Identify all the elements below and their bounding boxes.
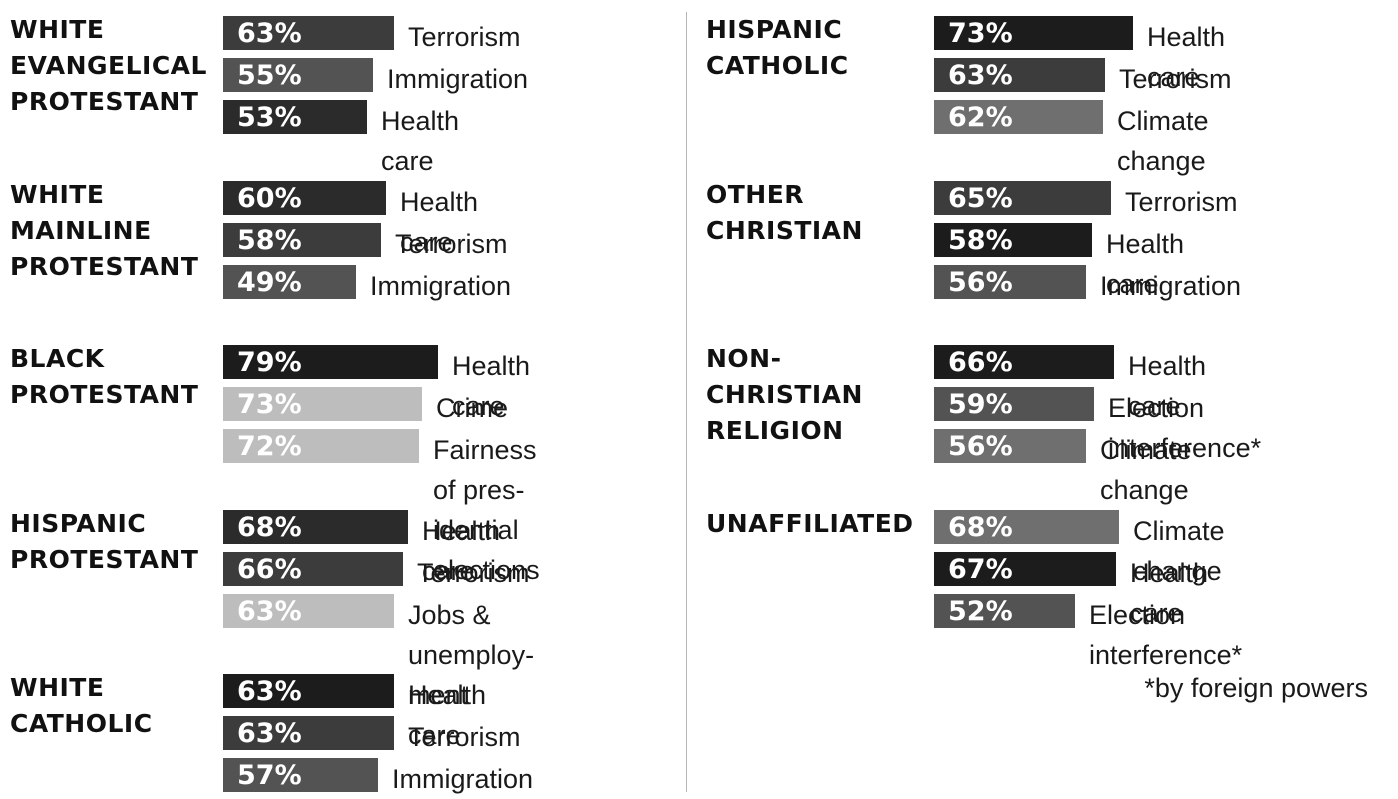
bar-category-label: Health care bbox=[1130, 558, 1209, 628]
bar-value-label: 63% bbox=[948, 59, 1013, 91]
bar: 63% bbox=[223, 594, 394, 628]
bar-category-label: Health care bbox=[381, 106, 460, 176]
bar-category-label: Immigration bbox=[392, 764, 534, 794]
bar: 63% bbox=[223, 716, 394, 750]
bar-value-label: 49% bbox=[237, 266, 302, 298]
group-label: WHITE MAINLINE PROTESTANT bbox=[10, 180, 199, 281]
bar: 63% bbox=[223, 674, 394, 708]
bar: 56% bbox=[934, 265, 1086, 299]
bar-category-label: Terrorism bbox=[395, 229, 508, 259]
bar: 52% bbox=[934, 594, 1075, 628]
bar-category-label: Immigration bbox=[370, 271, 512, 301]
bar-category-label: Health care bbox=[408, 680, 487, 750]
bar-category-label: Terrorism bbox=[1125, 187, 1238, 217]
group-label: HISPANIC CATHOLIC bbox=[706, 15, 849, 80]
bar-value-label: 58% bbox=[948, 224, 1013, 256]
bar: 49% bbox=[223, 265, 356, 299]
bar-category-label: Terrorism bbox=[417, 558, 530, 588]
bar: 72% bbox=[223, 429, 419, 463]
bar: 67% bbox=[934, 552, 1116, 586]
bar-category-label: Election interference* bbox=[1108, 393, 1262, 463]
bar-value-label: 59% bbox=[948, 388, 1013, 420]
bar-category-label: Fairness of pres- idential elections bbox=[433, 435, 540, 585]
bar: 79% bbox=[223, 345, 438, 379]
bar-value-label: 55% bbox=[237, 59, 302, 91]
bar-value-label: 65% bbox=[948, 182, 1013, 214]
bar: 60% bbox=[223, 181, 386, 215]
bar-value-label: 68% bbox=[237, 511, 302, 543]
bar: 63% bbox=[223, 16, 394, 50]
bar-category-label: Health care bbox=[1147, 22, 1226, 92]
bar: 53% bbox=[223, 100, 367, 134]
bar: 62% bbox=[934, 100, 1103, 134]
bar-value-label: 63% bbox=[237, 717, 302, 749]
bar-value-label: 56% bbox=[948, 430, 1013, 462]
group-label: WHITE EVANGELICAL PROTESTANT bbox=[10, 15, 207, 116]
bar-value-label: 57% bbox=[237, 759, 302, 791]
bar-value-label: 52% bbox=[948, 595, 1013, 627]
bar-category-label: Climate change bbox=[1133, 516, 1225, 586]
bar-category-label: Terrorism bbox=[1119, 64, 1232, 94]
bar: 56% bbox=[934, 429, 1086, 463]
bar-category-label: Health care bbox=[1106, 229, 1185, 299]
footnote: *by foreign powers bbox=[1144, 673, 1368, 703]
bar-value-label: 62% bbox=[948, 101, 1013, 133]
bar: 57% bbox=[223, 758, 378, 792]
bar-category-label: Jobs & unemploy- ment bbox=[408, 600, 535, 710]
bar-category-label: Health care bbox=[422, 516, 501, 586]
column-divider bbox=[686, 12, 687, 792]
bar-value-label: 63% bbox=[237, 675, 302, 707]
bar-category-label: Health care bbox=[1128, 351, 1207, 421]
bar: 58% bbox=[223, 223, 381, 257]
bar-value-label: 56% bbox=[948, 266, 1013, 298]
bar-value-label: 67% bbox=[948, 553, 1013, 585]
bar-category-label: Terrorism bbox=[408, 22, 521, 52]
bar-category-label: Health care bbox=[452, 351, 531, 421]
bar-value-label: 68% bbox=[948, 511, 1013, 543]
group-label: HISPANIC PROTESTANT bbox=[10, 509, 199, 574]
group-label: UNAFFILIATED bbox=[706, 509, 914, 538]
bar: 73% bbox=[934, 16, 1133, 50]
bar: 65% bbox=[934, 181, 1111, 215]
bar-value-label: 79% bbox=[237, 346, 302, 378]
bar-category-label: Immigration bbox=[1100, 271, 1242, 301]
bar: 66% bbox=[223, 552, 403, 586]
bar-category-label: Climate change bbox=[1100, 435, 1192, 505]
bar-category-label: Crime bbox=[436, 393, 508, 423]
bar: 63% bbox=[934, 58, 1105, 92]
bar-value-label: 66% bbox=[948, 346, 1013, 378]
bar-value-label: 63% bbox=[237, 17, 302, 49]
group-label: OTHER CHRISTIAN bbox=[706, 180, 863, 245]
bar-category-label: Election interference* bbox=[1089, 600, 1243, 670]
bar: 68% bbox=[223, 510, 408, 544]
bar-value-label: 66% bbox=[237, 553, 302, 585]
bar-value-label: 60% bbox=[237, 182, 302, 214]
bar-category-label: Immigration bbox=[387, 64, 529, 94]
bar: 55% bbox=[223, 58, 373, 92]
bar: 58% bbox=[934, 223, 1092, 257]
group-label: WHITE CATHOLIC bbox=[10, 673, 153, 738]
bar: 66% bbox=[934, 345, 1114, 379]
bar-category-label: Terrorism bbox=[408, 722, 521, 752]
group-label: BLACK PROTESTANT bbox=[10, 344, 199, 409]
group-label: NON- CHRISTIAN RELIGION bbox=[706, 344, 863, 445]
bar-value-label: 73% bbox=[948, 17, 1013, 49]
bar: 73% bbox=[223, 387, 422, 421]
bar: 68% bbox=[934, 510, 1119, 544]
bar-category-label: Health care bbox=[400, 187, 479, 257]
bar-value-label: 63% bbox=[237, 595, 302, 627]
bar-value-label: 58% bbox=[237, 224, 302, 256]
bar-category-label: Climate change bbox=[1117, 106, 1209, 176]
bar: 59% bbox=[934, 387, 1094, 421]
bar-value-label: 72% bbox=[237, 430, 302, 462]
bar-value-label: 53% bbox=[237, 101, 302, 133]
bar-value-label: 73% bbox=[237, 388, 302, 420]
